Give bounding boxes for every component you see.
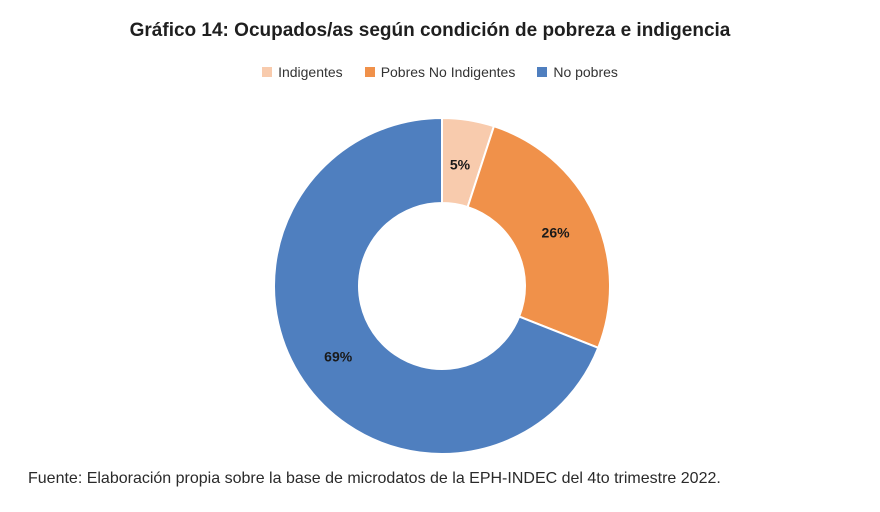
data-label-3: 69% [324,349,353,365]
data-label-1: 5% [450,157,471,173]
legend-swatch [262,67,273,77]
legend-swatch [364,67,375,77]
legend-label: Indigentes [278,64,343,80]
legend-item-no-pobres: No pobres [537,64,618,80]
legend-label: No pobres [553,64,618,80]
donut-slice-3 [273,116,600,455]
donut-slice-2 [466,124,611,350]
legend-swatch [537,67,548,77]
legend-label: Pobres No Indigentes [380,64,516,80]
source-note: Fuente: Elaboración propia sobre la base… [28,470,721,487]
chart-title: Gráfico 14: Ocupados/as según condición … [129,20,731,41]
chart-legend: Indigentes Pobres No Indigentes No pobre… [0,64,880,80]
legend-item-indigentes: Indigentes [262,64,343,80]
data-label-2: 26% [542,225,571,241]
legend-item-pobres-no-indigentes: Pobres No Indigentes [364,64,516,80]
